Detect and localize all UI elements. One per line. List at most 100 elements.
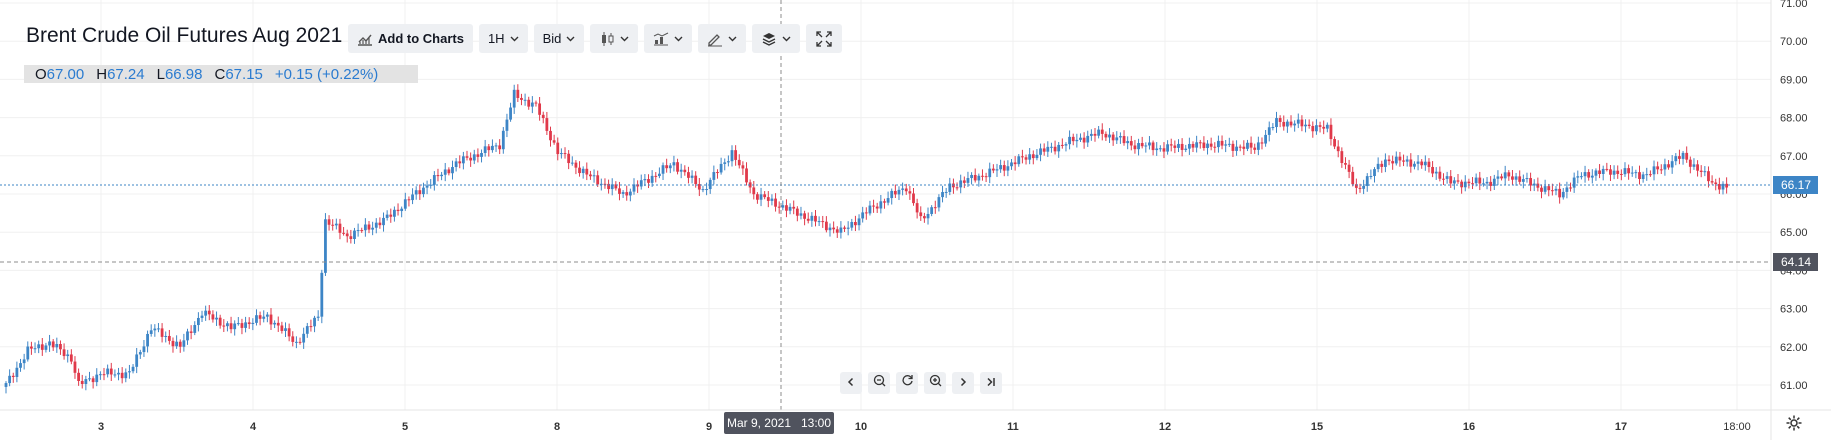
candle [1028,147,1032,165]
scroll-to-end-button[interactable] [980,372,1002,394]
compare-dropdown[interactable] [644,24,693,53]
candle [610,178,614,196]
candle [33,342,37,354]
candle [204,305,208,321]
candle [109,362,113,381]
candle [1456,173,1460,184]
candle [1195,135,1199,153]
candle [262,310,266,323]
reset-button[interactable] [896,372,918,394]
candle [157,323,160,333]
candle [795,206,799,222]
candle [607,179,610,194]
candle [1242,140,1246,156]
candle [106,364,110,378]
candle [182,333,186,352]
candle [1645,167,1649,181]
candle [970,172,973,185]
candle [1039,143,1042,162]
candle [1082,132,1086,149]
candle [1267,121,1271,142]
chart-type-dropdown[interactable] [590,24,639,53]
candle [955,182,959,191]
candle [850,218,854,231]
candle [625,185,629,201]
candle [1670,155,1674,174]
chart-settings-button[interactable] [1785,414,1803,437]
candle [509,102,512,122]
indicators-icon [357,32,373,46]
instrument-title: Brent Crude Oil Futures Aug 2021 [26,24,343,47]
candle [854,215,857,232]
candle [1256,136,1260,156]
chevron-down-icon [674,36,683,42]
candle [244,316,247,333]
candle [1333,136,1336,150]
candle [883,198,886,209]
interval-dropdown[interactable]: 1H [478,24,528,53]
candle [40,338,44,356]
candle [661,162,665,180]
candle [643,174,647,187]
candle [1068,130,1071,150]
candle [1191,141,1195,153]
zoom-in-icon [929,374,942,392]
candle [941,185,944,203]
candle [1467,178,1471,189]
x-tick-label: 5 [402,421,408,433]
candle [545,111,549,135]
candle [1630,166,1634,177]
candle [628,188,632,202]
zoom-in-button[interactable] [924,372,946,394]
candle [1707,166,1710,188]
candle [770,194,774,206]
candle [1605,162,1609,172]
candle [1100,123,1104,141]
candle [1213,142,1217,153]
candle [1569,182,1572,192]
candle [1532,179,1536,192]
candle [1300,115,1304,132]
fullscreen-button[interactable] [806,24,843,53]
price-type-dropdown[interactable]: Bid [533,24,585,53]
candle [222,319,226,333]
candle [80,374,84,389]
y-tick-label: 63.00 [1780,304,1808,316]
candle [255,309,258,326]
candle [247,317,251,329]
candle [393,206,396,222]
scroll-right-button[interactable] [952,372,974,394]
candle [476,148,480,163]
scroll-left-button[interactable] [840,372,862,394]
drawing-tools-dropdown[interactable] [698,24,747,53]
candle [534,100,538,107]
candle [1431,161,1434,178]
x-tick-label: 18:00 [1723,421,1751,433]
candle [55,337,59,353]
candle [1235,140,1238,156]
candle [411,188,414,205]
y-tick-label: 65.00 [1780,227,1808,239]
candle [349,229,353,244]
chevron-down-icon [566,36,575,42]
candle [1155,142,1159,156]
candle [1289,115,1293,128]
candle [1217,135,1220,153]
candle [1384,153,1387,173]
layers-dropdown[interactable] [752,24,801,53]
candle [1224,140,1228,153]
zoom-out-button[interactable] [868,372,890,394]
candle [196,312,200,332]
candle [1126,136,1130,150]
candle [1394,151,1398,166]
candle [138,349,142,359]
candle [1449,170,1453,189]
candle [864,207,868,220]
add-to-charts-button[interactable]: Add to Charts [348,24,473,53]
candle [59,340,62,355]
crosshair-time-value: Mar 9, 2021 13:00 [727,416,831,430]
candle [469,152,473,167]
candle [886,191,890,206]
candle [948,177,952,196]
